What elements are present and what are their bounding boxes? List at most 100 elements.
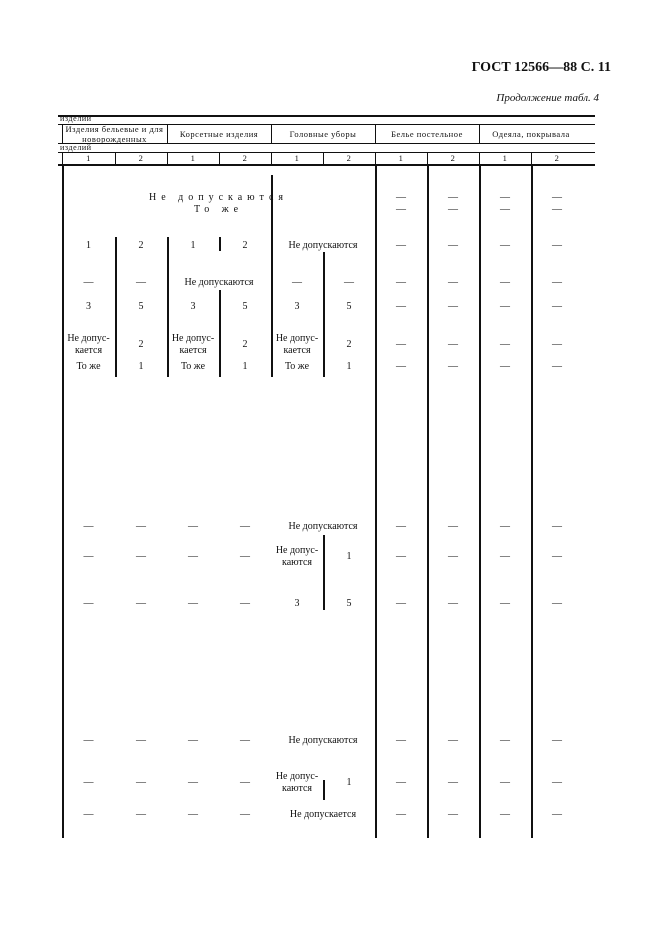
table-cell: 2	[242, 240, 248, 251]
table-cell: —	[500, 777, 510, 788]
header-divider	[531, 152, 532, 164]
column-divider	[427, 166, 429, 838]
table-cell: 5	[242, 301, 248, 312]
table-cell: —	[240, 551, 250, 562]
table-cell: —	[292, 277, 302, 288]
table-cell: —	[83, 809, 94, 820]
table-cell: Не допускаются	[288, 521, 358, 532]
column-group-header: Корсетные изделия	[179, 129, 259, 139]
table-cell: —	[240, 777, 250, 788]
table-cell: То же	[284, 361, 310, 372]
table-cell: Не допускается	[289, 809, 357, 820]
table-cell: —	[552, 301, 562, 312]
table-cell: —	[240, 809, 250, 820]
table-cell: —	[500, 301, 510, 312]
table-cell: 1	[242, 361, 248, 372]
table-cell: —	[500, 204, 510, 215]
table-cell: —	[500, 735, 510, 746]
table-cell: Не допус-кается	[171, 333, 215, 356]
table-cell: Не допускаются	[288, 735, 358, 746]
table-cell: —	[552, 777, 562, 788]
table-cell: То же	[76, 361, 101, 372]
subcolumn-header: 2	[346, 153, 352, 163]
table-cell: —	[344, 277, 354, 288]
table-cell: —	[448, 777, 458, 788]
table-cell: —	[500, 809, 510, 820]
table-cell: —	[448, 339, 458, 350]
subcolumn-header: 2	[450, 153, 456, 163]
table-cell: —	[240, 598, 250, 609]
column-group-header: Изделия бельевые и для новорожденных	[65, 124, 164, 144]
column-divider	[219, 237, 221, 251]
table-cell: —	[500, 361, 510, 372]
table-cell: —	[500, 521, 510, 532]
table-cell: 1	[346, 361, 352, 372]
page-header: ГОСТ 12566—88 С. 11	[471, 60, 611, 75]
table-cell: Не допус-кается	[275, 333, 319, 356]
column-divider	[167, 237, 169, 377]
subcolumn-header: 1	[502, 153, 508, 163]
subcolumn-header: 2	[138, 153, 144, 163]
table-cell: —	[448, 521, 458, 532]
table-cell: 3	[86, 301, 91, 312]
table-cell: Не допус-каются	[275, 771, 319, 794]
table-cell: —	[83, 277, 94, 288]
header-divider	[62, 152, 63, 164]
table-cell: Не допус-кается	[67, 333, 110, 356]
table-cell: —	[500, 192, 510, 203]
column-divider	[479, 166, 481, 838]
table-cell: —	[396, 277, 406, 288]
table-cell: —	[136, 735, 146, 746]
subcolumn-header: 1	[190, 153, 196, 163]
table-cell: То же	[193, 204, 244, 215]
top-label: изделий	[60, 114, 92, 123]
header-divider	[167, 124, 168, 144]
column-divider	[323, 780, 325, 800]
table-continuation-label: Продолжение табл. 4	[496, 92, 599, 104]
table-cell: 2	[346, 339, 352, 350]
table-cell: —	[552, 598, 562, 609]
table-cell: —	[83, 521, 94, 532]
header-divider	[62, 124, 63, 144]
table-cell: —	[552, 361, 562, 372]
table-cell: 1	[346, 777, 352, 788]
table-cell: —	[188, 777, 198, 788]
table-cell: —	[500, 277, 510, 288]
column-divider	[271, 175, 273, 377]
table-cell: —	[448, 301, 458, 312]
table-cell: —	[448, 204, 458, 215]
table-cell: —	[552, 521, 562, 532]
table-cell: —	[448, 551, 458, 562]
table-cell: 5	[346, 301, 352, 312]
header-divider	[479, 152, 480, 164]
table-cell: —	[188, 735, 198, 746]
column-group-header: Белье постельное	[391, 129, 463, 139]
header-divider	[271, 124, 272, 144]
subcolumn-header: 1	[294, 153, 300, 163]
table-cell: —	[448, 361, 458, 372]
subcolumn-header: 2	[242, 153, 248, 163]
header-divider	[375, 124, 376, 144]
table-cell: —	[552, 809, 562, 820]
table-left-border	[62, 166, 64, 838]
table-cell: —	[240, 521, 250, 532]
table-cell: 2	[138, 339, 144, 350]
table-cell: 3	[294, 301, 300, 312]
header-rule	[58, 124, 595, 125]
table-cell: —	[552, 192, 562, 203]
column-divider	[323, 535, 325, 610]
table-cell: —	[448, 277, 458, 288]
mid-label: изделий	[60, 143, 92, 152]
table-cell: —	[500, 339, 510, 350]
subcolumn-header: 1	[398, 153, 404, 163]
column-divider	[531, 166, 533, 838]
subcolumn-header: 1	[86, 153, 91, 163]
table-cell: —	[136, 809, 146, 820]
table-cell: Не допускаются	[184, 277, 254, 288]
table-cell: —	[396, 777, 406, 788]
table-cell: 2	[138, 240, 144, 251]
header-rule	[58, 152, 595, 153]
table-cell: —	[552, 240, 562, 251]
table-cell: —	[552, 339, 562, 350]
